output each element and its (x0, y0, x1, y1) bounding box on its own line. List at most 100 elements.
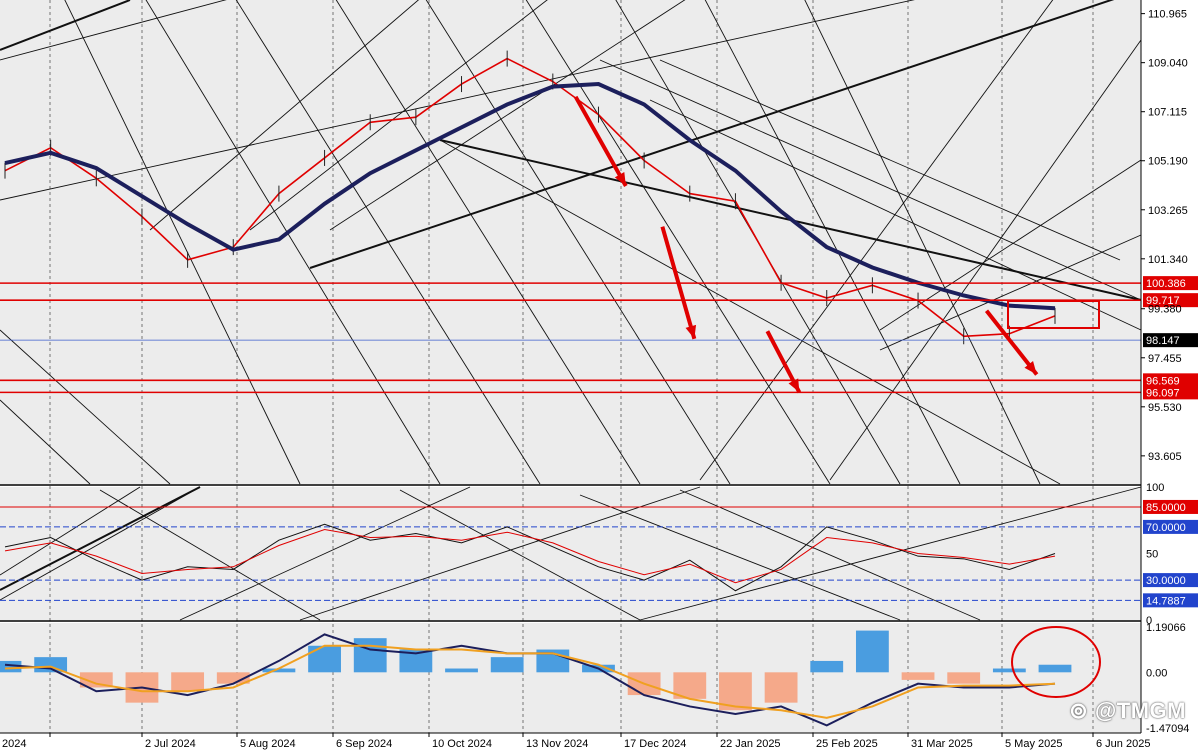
trendline (145, 0, 441, 485)
y-tick-label: 105.190 (1148, 156, 1188, 168)
y-tick-label: 107.115 (1148, 107, 1187, 119)
trend-arrow-head (1024, 360, 1037, 375)
y-tick-label: 103.265 (1148, 205, 1188, 217)
y-tick-label: 101.340 (1148, 254, 1188, 266)
macd-histogram-bar (810, 660, 844, 673)
grid-layer (49, 0, 1094, 733)
trend-arrow-shaft (984, 309, 1039, 376)
macd-histogram-bar (992, 668, 1026, 673)
trendline (149, 0, 420, 231)
macd-histogram-bar (216, 672, 250, 684)
trendline (335, 0, 641, 485)
osc-main-line (4, 523, 1056, 592)
trendline (649, 99, 1142, 331)
macd-histogram-bar (1038, 664, 1072, 673)
macd-histogram-bar (0, 660, 22, 673)
osc-level-label: 30.0000 (1146, 575, 1186, 587)
watermark-text: @TMGM (1094, 698, 1186, 723)
macd-y-tick-label: 1.19066 (1146, 622, 1186, 634)
macd-layer (0, 630, 1072, 727)
trend-arrow-shaft (573, 95, 628, 187)
macd-y-tick-label: 0.00 (1146, 667, 1167, 679)
x-tick-label: 5 May 2025 (1005, 738, 1062, 750)
macd-histogram-bar (901, 672, 935, 680)
macd-histogram-bar (353, 638, 387, 673)
x-tick-label: 31 Mar 2025 (911, 738, 973, 750)
osc-level-tag (1143, 519, 1198, 534)
trendline (679, 489, 981, 621)
macd-histogram-bar (308, 645, 341, 673)
osc-level-label: 70.0000 (1146, 522, 1186, 534)
price-level-tag (1143, 385, 1198, 400)
osc-level-tag (1143, 593, 1198, 608)
macd-y-tick-label: -1.47094 (1146, 723, 1189, 735)
macd-histogram-bar (79, 672, 113, 688)
trendline (704, 0, 961, 485)
trendline (64, 0, 301, 485)
trend-arrow-head (788, 378, 800, 393)
macd-histogram-bar (262, 668, 296, 673)
trendline (425, 0, 731, 485)
osc-y-tick-label: 0 (1146, 615, 1152, 627)
x-axis-layer: 2024 2 Jul 2024 5 Aug 2024 6 Sep 2024 10 Oct… (2, 733, 1150, 750)
trendline-bold (309, 0, 1115, 269)
macd-histogram-bar (171, 672, 205, 692)
trendline (699, 0, 1054, 481)
trendline (0, 399, 91, 485)
trendline (0, 486, 201, 601)
trendline (235, 0, 541, 485)
x-tick-label: 22 Jan 2025 (720, 738, 781, 750)
price-line (4, 57, 1056, 338)
trendline (639, 486, 1142, 621)
levels-layer (0, 282, 1141, 394)
trendline (99, 489, 321, 621)
trendline (599, 59, 1142, 301)
tmgm-logo-icon: ⊚ (1069, 698, 1089, 723)
trendline (879, 159, 1142, 331)
bottom-axis-bg (0, 733, 1200, 750)
x-tick-label: 2 Jul 2024 (145, 738, 196, 750)
trendline (0, 0, 915, 201)
trendline-bold (0, 0, 131, 51)
y-tick-label: 110.965 (1148, 9, 1187, 21)
trendline (399, 489, 641, 621)
trend-arrow-head (614, 172, 626, 186)
osc-y-tick-label: 50 (1146, 549, 1158, 561)
trendline (0, 0, 227, 61)
x-tick-label: 2024 (2, 738, 26, 750)
macd-histogram-bar (764, 672, 798, 703)
price-level-tag (1143, 293, 1198, 308)
osc-level-tag (1143, 499, 1198, 514)
macd-histogram-bar (855, 630, 889, 673)
x-tick-label: 13 Nov 2024 (526, 738, 588, 750)
osc-level-label: 14.7887 (1146, 595, 1186, 607)
price-level-tag (1143, 373, 1198, 388)
price-level-label: 96.569 (1146, 375, 1180, 387)
trendline (829, 39, 1142, 481)
macd-histogram-bar (445, 668, 478, 673)
highlight-box (1007, 300, 1100, 329)
trendline (579, 494, 901, 621)
x-tick-label: 17 Dec 2024 (624, 738, 686, 750)
price-level-label: 98.147 (1146, 335, 1180, 347)
trendline-layer (0, 0, 1142, 621)
y-tick-label: 109.040 (1148, 58, 1188, 70)
price-layer (4, 50, 1056, 345)
macd-histogram-bar (947, 672, 981, 684)
highlight-circle (1011, 626, 1101, 698)
trendline (804, 0, 1041, 485)
x-tick-label: 6 Jun 2025 (1096, 738, 1150, 750)
trendline (525, 0, 831, 485)
trend-arrow-head (685, 324, 697, 339)
trendline (249, 0, 548, 231)
y-tick-label: 99.380 (1148, 304, 1182, 316)
macd-histogram-bar (490, 657, 524, 673)
price-level-label: 99.717 (1146, 295, 1180, 307)
y-tick-label: 93.605 (1148, 451, 1182, 463)
trendline (659, 59, 1121, 261)
y-tick-label: 95.530 (1148, 402, 1182, 414)
x-tick-label: 10 Oct 2024 (432, 738, 492, 750)
x-tick-label: 25 Feb 2025 (816, 738, 878, 750)
